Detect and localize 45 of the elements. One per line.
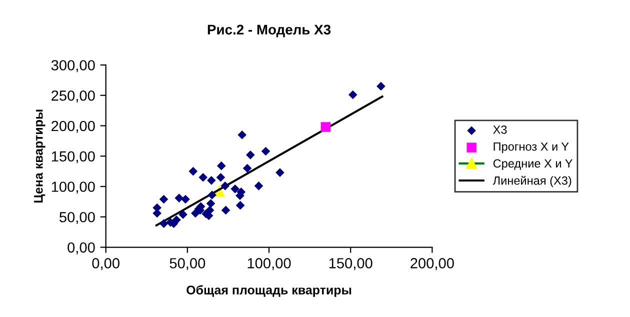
point	[159, 194, 168, 204]
point	[198, 172, 208, 182]
y-axis-title: Цена квартиры	[34, 110, 46, 203]
point	[348, 90, 358, 100]
point	[276, 168, 284, 177]
point	[174, 194, 184, 202]
y-tick-label: 0,00	[68, 242, 95, 254]
point	[376, 82, 386, 91]
x-tick-label: 0,00	[92, 258, 120, 270]
point	[208, 190, 216, 200]
y-tick-label: 250,00	[52, 90, 95, 103]
point	[220, 181, 230, 190]
point	[254, 181, 264, 190]
point	[172, 216, 181, 224]
x-axis-title: Общая площадь квартиры	[186, 285, 352, 297]
point	[159, 219, 168, 228]
point	[178, 210, 188, 219]
legend-label: Линейная (X3)	[492, 176, 572, 188]
point	[206, 199, 216, 208]
point	[216, 161, 226, 170]
point	[206, 176, 216, 185]
point	[238, 130, 247, 140]
point	[320, 122, 330, 132]
y-tick-label: 150,00	[52, 151, 95, 164]
point	[230, 184, 240, 194]
point	[221, 206, 230, 215]
point	[246, 150, 255, 160]
x-tick-label: 50,00	[170, 258, 206, 270]
x-tick-label: 200,00	[410, 258, 454, 270]
chart-title: Рис.2 - Модель X3	[208, 24, 331, 38]
y-tick-label: 100,00	[52, 182, 95, 194]
y-tick-label: 300,00	[51, 60, 95, 72]
x-tick-label: 150,00	[329, 258, 372, 270]
point	[261, 146, 270, 156]
point	[236, 200, 245, 210]
legend-label: Средние X и Y	[493, 159, 572, 170]
legend-label: X3	[493, 125, 507, 134]
y-tick-label: 50,00	[60, 212, 95, 224]
point	[216, 172, 226, 182]
point	[188, 166, 198, 176]
x-tick-label: 100,00	[248, 258, 291, 270]
y-tick-label: 200,00	[52, 120, 95, 133]
legend-label: Прогноз X и Y	[494, 142, 569, 154]
point	[181, 194, 190, 204]
point	[242, 164, 252, 173]
